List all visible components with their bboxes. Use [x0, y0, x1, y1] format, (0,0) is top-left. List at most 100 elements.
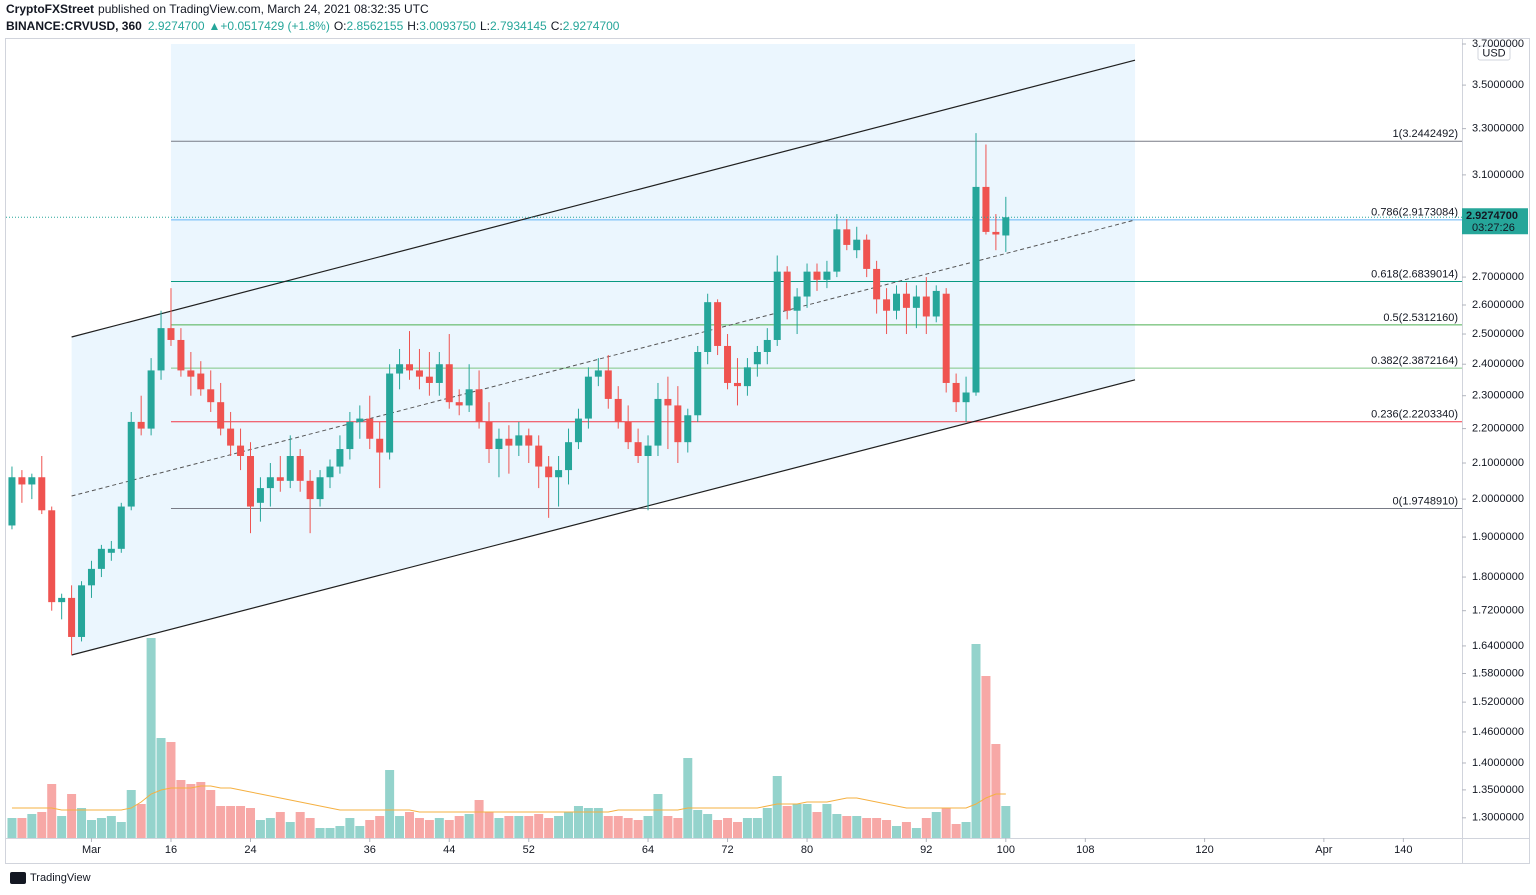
- candle-body: [276, 477, 284, 481]
- volume-bar: [345, 818, 355, 838]
- volume-bar: [872, 818, 882, 838]
- candle-body: [167, 328, 175, 340]
- volume-bar: [7, 818, 17, 838]
- candle-body: [415, 370, 423, 377]
- volume-bar: [723, 818, 733, 838]
- candle-body: [406, 364, 414, 371]
- volume-bar: [464, 814, 474, 838]
- candle-body: [38, 477, 46, 511]
- logo-icon: [10, 872, 26, 884]
- candle-body: [763, 339, 771, 352]
- candle-body: [922, 296, 930, 317]
- candle-body: [465, 389, 473, 406]
- last-price: 2.9274700: [148, 19, 205, 33]
- y-tick-label: 2.3000000: [1472, 390, 1524, 402]
- candle-body: [147, 370, 155, 429]
- candle-body: [614, 398, 622, 422]
- volume-bar: [176, 780, 186, 838]
- candle-body: [117, 506, 125, 549]
- volume-bar: [762, 808, 772, 838]
- channel-top-fill: [170, 44, 1136, 312]
- candle-body: [783, 271, 791, 311]
- open-value: 2.8562155: [347, 19, 404, 33]
- volume-bar: [822, 804, 832, 838]
- volume-bar: [673, 818, 683, 838]
- volume-bar: [514, 816, 524, 838]
- volume-bar: [544, 818, 554, 838]
- x-tick-label: Mar: [82, 844, 101, 856]
- candle-body: [574, 418, 582, 443]
- volume-bar: [554, 816, 564, 838]
- volume-bar: [37, 812, 47, 838]
- volume-bar: [454, 816, 464, 838]
- volume-bar: [395, 816, 405, 838]
- candle-body: [515, 435, 523, 446]
- candle-body: [197, 373, 205, 390]
- candle-body: [455, 402, 463, 406]
- fib-label: 0(1.9748910): [1393, 495, 1458, 507]
- candle-body: [545, 466, 553, 478]
- volume-bar: [295, 812, 305, 838]
- x-tick-label: 52: [523, 844, 535, 856]
- y-tick-label: 1.6400000: [1472, 640, 1524, 652]
- candle-body: [256, 488, 264, 503]
- y-tick-label: 3.1000000: [1472, 169, 1524, 181]
- candle-body: [902, 293, 910, 308]
- volume-bar: [683, 758, 693, 838]
- currency: USD: [1482, 47, 1505, 59]
- c-label: C:: [551, 19, 563, 33]
- volume-bar: [981, 676, 991, 838]
- volume-bar: [901, 822, 911, 838]
- volume-bar: [882, 820, 892, 838]
- candle-body: [475, 389, 483, 422]
- plot-area: 1(3.2442492) 0.786(2.9173084) 0.618(2.6839…: [7, 44, 1462, 838]
- candle-body: [714, 302, 722, 346]
- candle-body: [107, 548, 115, 553]
- candle-body: [28, 477, 36, 485]
- volume-bar: [186, 784, 196, 838]
- candle-body: [733, 382, 741, 387]
- candle-body: [485, 421, 493, 450]
- symbol: BINANCE:CRVUSD, 360: [6, 19, 142, 33]
- candle-body: [356, 418, 364, 422]
- candle-body: [286, 456, 294, 481]
- volume-bar: [106, 816, 116, 838]
- volume-bar: [852, 816, 862, 838]
- y-tick-label: 1.3500000: [1472, 784, 1524, 796]
- volume-bar: [494, 818, 504, 838]
- y-tick-label: 2.4000000: [1472, 358, 1524, 370]
- candle-body: [306, 480, 314, 500]
- candle-body: [833, 229, 841, 272]
- volume-bar: [991, 744, 1001, 838]
- h-label: H:: [407, 19, 419, 33]
- volume-bar: [603, 816, 613, 838]
- y-tick-label: 1.8000000: [1472, 571, 1524, 583]
- header-line-1: CryptoFXStreet published on TradingView.c…: [6, 2, 429, 16]
- candle-body: [743, 367, 751, 387]
- volume-bar: [57, 816, 67, 838]
- candle-body: [565, 442, 573, 471]
- candle-body: [177, 339, 185, 371]
- candle-body: [793, 296, 801, 311]
- volume-bar: [613, 816, 623, 838]
- candle-body: [78, 585, 86, 637]
- x-tick-label: 120: [1195, 844, 1213, 856]
- volume-bar: [971, 644, 981, 838]
- frame: [5, 38, 1530, 864]
- candle-body: [326, 466, 334, 478]
- volume-bar: [365, 820, 375, 838]
- candle-body: [992, 231, 1000, 235]
- candle-body: [336, 449, 344, 467]
- volume-bar: [593, 808, 603, 838]
- volume-bar: [325, 828, 335, 838]
- candle-body: [863, 239, 871, 269]
- high-value: 3.0093750: [419, 19, 476, 33]
- volume-bar: [196, 782, 206, 838]
- y-tick-label: 1.4600000: [1472, 726, 1524, 738]
- candle-body: [157, 328, 165, 371]
- candle-body: [674, 405, 682, 443]
- publisher: CryptoFXStreet: [6, 2, 94, 16]
- volume-bar: [375, 816, 385, 838]
- low-value: 2.7934145: [490, 19, 547, 33]
